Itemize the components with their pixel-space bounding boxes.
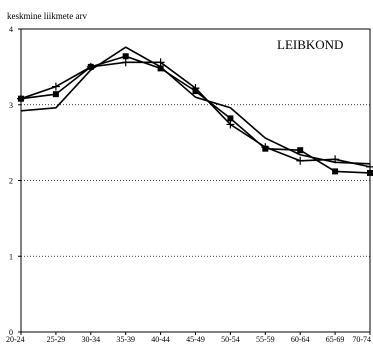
x-tick-label-9: 65-69 — [326, 335, 345, 344]
series-2-point-0 — [17, 94, 25, 103]
y-tick-labels: 0 1 2 3 4 — [9, 25, 21, 337]
series-lines — [17, 46, 373, 176]
y-tick-label-1: 1 — [9, 252, 13, 261]
grid-lines — [21, 104, 370, 257]
series-3-line — [20, 46, 371, 165]
series-2-point-5 — [191, 84, 200, 93]
x-tick-label-0: 20-24 — [6, 335, 25, 344]
x-tick-label-5: 45-49 — [186, 335, 205, 344]
y-tick-label-3: 3 — [9, 101, 13, 110]
series-2-point-7 — [261, 143, 270, 152]
series-1-point-4 — [157, 65, 164, 72]
series-2-point-6 — [226, 120, 235, 129]
series-2-point-1 — [51, 82, 60, 91]
series-1-point-10 — [367, 169, 373, 176]
series-1-point-6 — [227, 115, 234, 122]
series-2-point-4 — [156, 58, 165, 67]
x-tick-label-6: 50-54 — [221, 335, 240, 344]
x-tick-label-8: 60-64 — [291, 335, 310, 344]
x-tick-label-4: 40-44 — [151, 335, 170, 344]
series-1-point-3 — [122, 53, 129, 60]
y-tick-label-2: 2 — [9, 177, 13, 186]
x-tick-label-1: 25-29 — [47, 335, 66, 344]
y-tick-label-4: 4 — [9, 25, 13, 34]
y-tick-label-0: 0 — [9, 328, 13, 337]
series-1-point-1 — [52, 91, 59, 98]
series-1-point-9 — [332, 168, 339, 175]
series-2-line — [20, 61, 371, 168]
x-tick-label-2: 30-34 — [81, 335, 100, 344]
x-tick-label-10: 70-74 — [352, 335, 371, 344]
series-2-point-8 — [296, 156, 305, 165]
series-2-point-3 — [121, 58, 130, 67]
x-tick-labels: 20-24 25-29 30-34 35-39 40-44 45-49 50-54 55-59… — [6, 332, 371, 344]
x-tick-label-3: 35-39 — [116, 335, 135, 344]
x-tick-label-7: 55-59 — [256, 335, 275, 344]
series-1-line — [20, 55, 371, 174]
y-axis-label: keskmine liikmete arv — [7, 11, 87, 21]
chart-title: LEIBKOND — [277, 37, 343, 52]
series-1-point-8 — [297, 147, 304, 154]
